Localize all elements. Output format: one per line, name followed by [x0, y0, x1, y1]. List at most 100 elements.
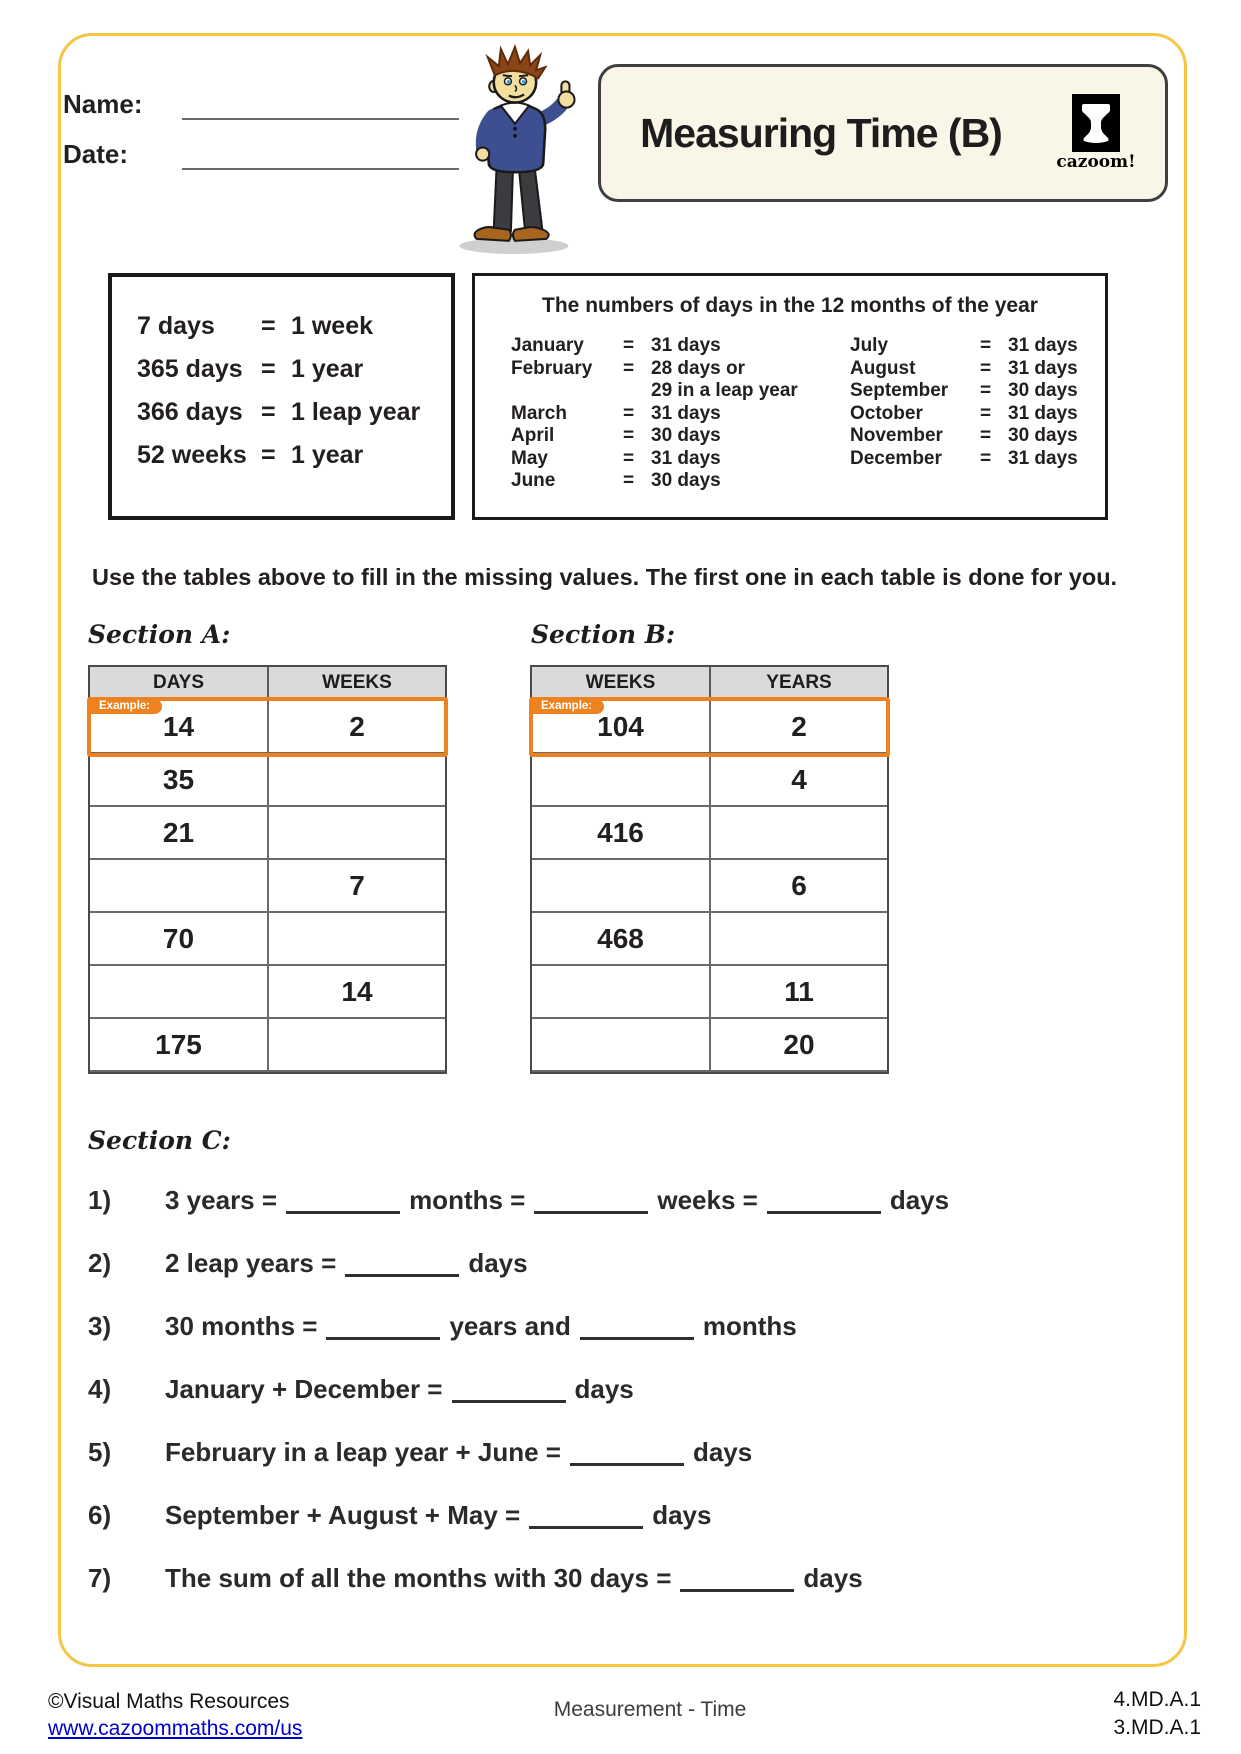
cell-years: 4: [791, 763, 807, 795]
table-row: 175: [90, 1019, 445, 1072]
cell-weeks[interactable]: [269, 1019, 445, 1070]
column-header: YEARS: [766, 672, 832, 693]
question-number: 7): [88, 1563, 112, 1593]
cell-days: 21: [90, 807, 269, 858]
month-name: June: [511, 470, 556, 491]
months-left-column: January = 31 days February = 28 days or 29 i…: [511, 335, 798, 493]
answer-blank[interactable]: [579, 1309, 694, 1340]
question-number: 2): [88, 1248, 112, 1278]
cazoom-logo-text: cazoom!: [1056, 152, 1136, 172]
table-row: 416: [532, 807, 887, 860]
title-box: Measuring Time (B) cazoom!: [598, 64, 1168, 202]
answer-blank[interactable]: [326, 1309, 441, 1340]
cell-weeks[interactable]: [269, 913, 445, 964]
question-text: years and: [449, 1311, 571, 1341]
month-eq: =: [623, 470, 635, 491]
month-name: May: [511, 447, 548, 469]
date-label: Date:: [63, 139, 129, 169]
section-b-label: Section B:: [531, 620, 676, 649]
month-name: October: [850, 402, 923, 424]
cell-days: 70: [90, 913, 269, 964]
section-b-table: WEEKS YEARS 104 2 4 416 6 468 11 20 Examp…: [529, 665, 890, 1074]
month-eq: =: [623, 357, 635, 379]
month-days: 28 days or: [651, 357, 745, 379]
fact-eq: =: [261, 441, 276, 469]
column-header: DAYS: [90, 667, 269, 699]
question-text: The sum of all the months with 30 days =: [165, 1563, 672, 1593]
table-header-row: DAYS WEEKS: [90, 667, 445, 701]
question-text: 2 leap years =: [165, 1248, 337, 1278]
cell-years: 6: [791, 869, 807, 901]
month-name: April: [511, 425, 555, 446]
fact-qty: 7 days: [137, 312, 215, 340]
months-days-box: The numbers of days in the 12 months of …: [472, 273, 1108, 520]
cell-weeks[interactable]: [269, 807, 445, 858]
cazoommaths-link[interactable]: www.cazoommaths.com/us: [48, 1717, 303, 1740]
answer-blank[interactable]: [529, 1498, 644, 1529]
question-3: 3) 30 months = years and months: [88, 1309, 797, 1342]
cell-weeks: 468: [532, 913, 711, 964]
month-days: 31 days: [651, 447, 721, 469]
footer-left: ©Visual Maths Resources www.cazoommaths.…: [48, 1688, 302, 1742]
cell-days: 14: [90, 701, 269, 752]
standard-code: 4.MD.A.1: [1113, 1688, 1201, 1711]
answer-blank[interactable]: [534, 1183, 649, 1214]
fact-val: 1 leap year: [291, 398, 421, 426]
question-text: 3 years =: [165, 1185, 278, 1215]
cell-days[interactable]: [90, 860, 269, 911]
table-header-row: WEEKS YEARS: [532, 667, 887, 701]
question-text: days: [468, 1248, 528, 1278]
question-2: 2) 2 leap years = days: [88, 1246, 528, 1279]
date-input-line[interactable]: [182, 140, 459, 170]
name-input-line[interactable]: [182, 90, 459, 120]
section-a-label: Section A:: [88, 620, 231, 649]
month-name: March: [511, 402, 567, 424]
answer-blank[interactable]: [569, 1435, 684, 1466]
cell-weeks[interactable]: [269, 754, 445, 805]
page-title: Measuring Time (B): [640, 109, 1003, 156]
answer-blank[interactable]: [345, 1246, 460, 1277]
answer-blank[interactable]: [451, 1372, 566, 1403]
section-c-label: Section C:: [88, 1126, 231, 1155]
month-name: December: [850, 447, 942, 469]
cartoon-boy-illustration: [448, 44, 590, 256]
answer-blank[interactable]: [680, 1561, 795, 1592]
question-5: 5) February in a leap year + June = days: [88, 1435, 752, 1468]
month-days: 30 days: [651, 425, 721, 446]
column-header: WEEKS: [322, 672, 392, 693]
cell-weeks[interactable]: [532, 966, 711, 1017]
cell-weeks[interactable]: [532, 754, 711, 805]
month-days: 31 days: [1008, 447, 1078, 469]
month-name: November: [850, 425, 943, 446]
table-row: 4: [532, 754, 887, 807]
answer-blank[interactable]: [766, 1183, 881, 1214]
months-box-title: The numbers of days in the 12 months of …: [542, 294, 1038, 317]
footer-topic: Measurement - Time: [553, 1698, 747, 1721]
month-name: January: [511, 335, 584, 356]
example-tag: Example:: [532, 699, 605, 714]
question-text: September + August + May =: [165, 1500, 521, 1530]
section-a-table: DAYS WEEKS 14 2 35 21 7 70 14 175 Example…: [87, 665, 448, 1074]
table-row: 70: [90, 913, 445, 966]
question-text: February in a leap year + June =: [165, 1437, 561, 1467]
question-text: days: [889, 1185, 950, 1215]
answer-blank[interactable]: [286, 1183, 401, 1214]
table-row: 7: [90, 860, 445, 913]
cell-days[interactable]: [90, 966, 269, 1017]
month-days: 30 days: [1008, 425, 1078, 446]
month-days: 31 days: [651, 402, 721, 424]
question-text: days: [652, 1500, 712, 1530]
cell-weeks[interactable]: [532, 860, 711, 911]
name-label: Name:: [63, 89, 143, 119]
table-row: 6: [532, 860, 887, 913]
month-eq: =: [623, 335, 635, 356]
question-text: months: [702, 1311, 797, 1341]
cell-weeks[interactable]: [532, 1019, 711, 1070]
question-number: 6): [88, 1500, 112, 1530]
cell-years[interactable]: [711, 913, 887, 964]
fact-eq: =: [261, 312, 276, 340]
question-text: 30 months =: [165, 1311, 318, 1341]
month-days: 31 days: [1008, 335, 1078, 356]
cell-days: 35: [90, 754, 269, 805]
cell-years[interactable]: [711, 807, 887, 858]
